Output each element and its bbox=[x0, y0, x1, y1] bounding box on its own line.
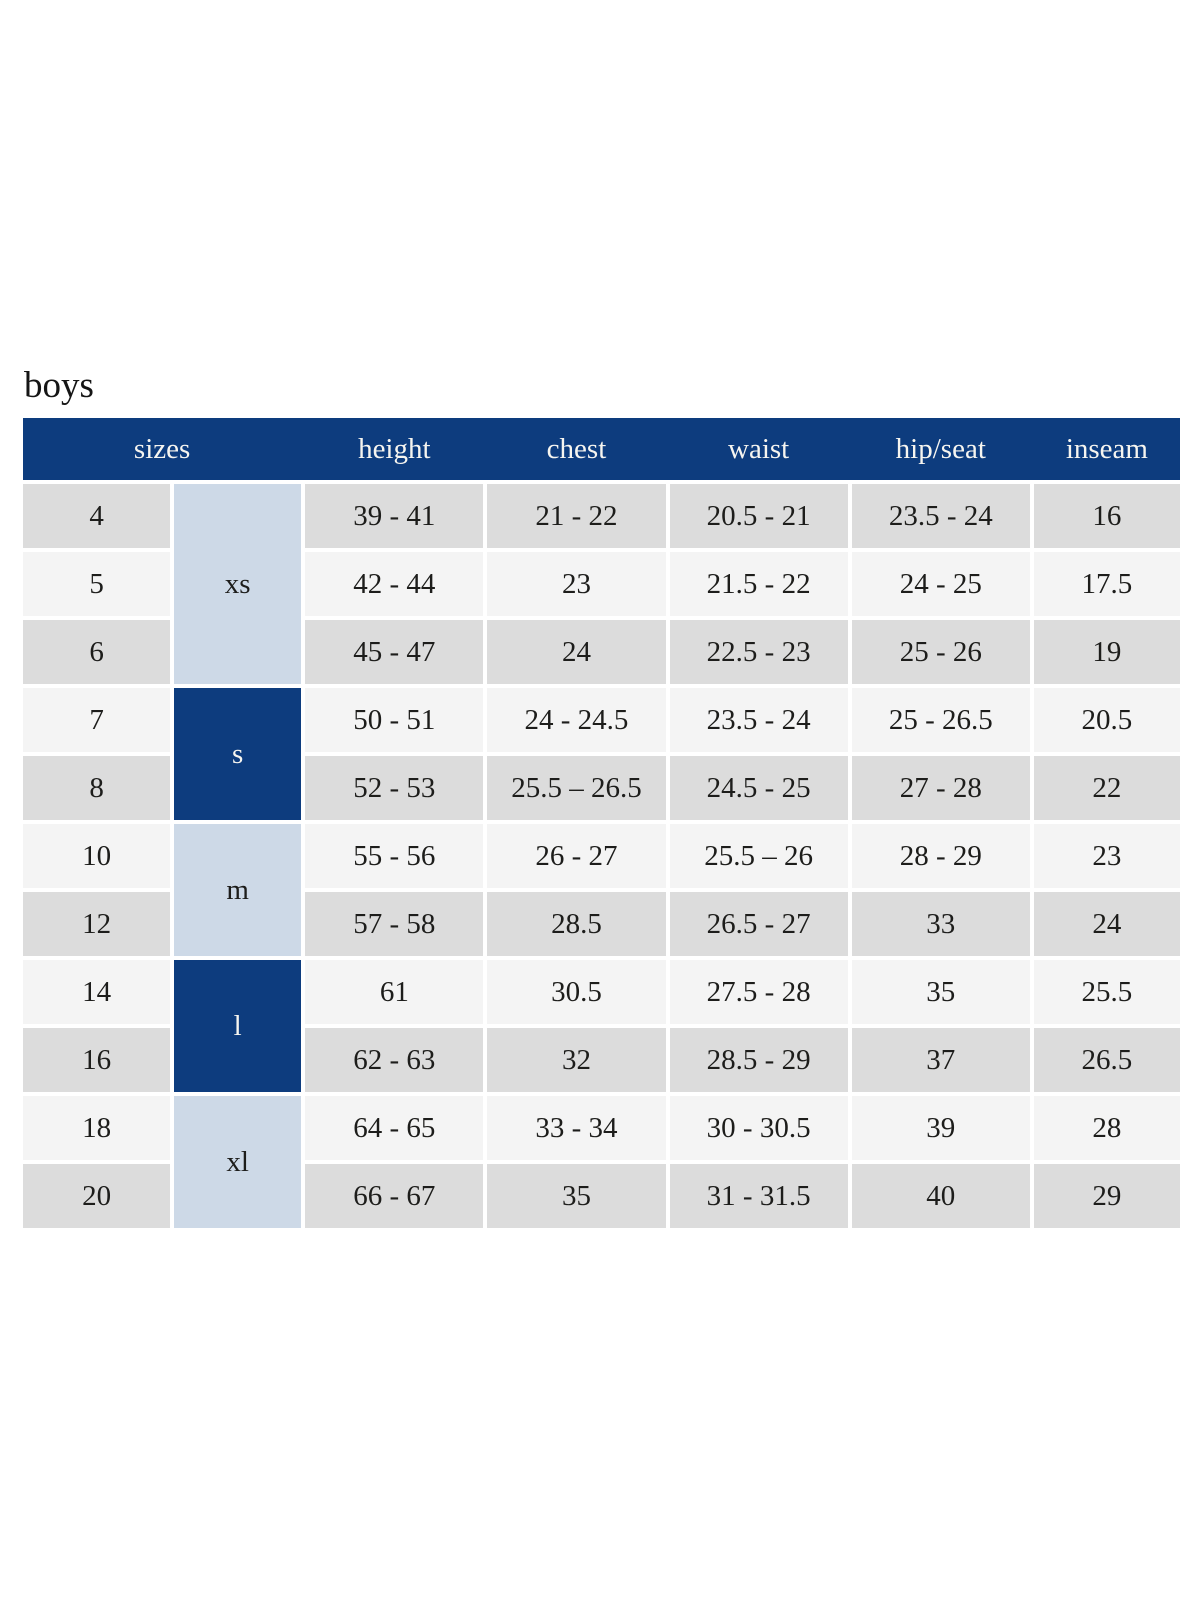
hip-seat-cell: 28 - 29 bbox=[851, 824, 1030, 889]
size-group-cell-xs: xs bbox=[174, 484, 302, 685]
table-header-row: sizes height chest waist hip/seat inseam bbox=[23, 418, 1180, 481]
size-cell: 4 bbox=[23, 484, 171, 549]
waist-cell: 22.5 - 23 bbox=[669, 620, 848, 685]
waist-cell: 25.5 – 26 bbox=[669, 824, 848, 889]
hip-seat-cell: 35 bbox=[851, 960, 1030, 1025]
size-group-cell-l: l bbox=[174, 960, 302, 1093]
table-body: 4 xs 39 - 41 21 - 22 20.5 - 21 23.5 - 24 16 5 42… bbox=[23, 484, 1180, 1229]
waist-cell: 27.5 - 28 bbox=[669, 960, 848, 1025]
inseam-cell: 19 bbox=[1033, 620, 1180, 685]
chest-cell: 23 bbox=[487, 552, 666, 617]
page-title: boys bbox=[24, 365, 94, 406]
height-cell: 52 - 53 bbox=[305, 756, 484, 821]
size-cell: 16 bbox=[23, 1028, 171, 1093]
hip-seat-cell: 24 - 25 bbox=[851, 552, 1030, 617]
chest-cell: 33 - 34 bbox=[487, 1096, 666, 1161]
chest-cell: 30.5 bbox=[487, 960, 666, 1025]
chest-cell: 25.5 – 26.5 bbox=[487, 756, 666, 821]
height-cell: 42 - 44 bbox=[305, 552, 484, 617]
height-cell: 64 - 65 bbox=[305, 1096, 484, 1161]
chest-cell: 24 - 24.5 bbox=[487, 688, 666, 753]
chest-cell: 21 - 22 bbox=[487, 484, 666, 549]
inseam-cell: 28 bbox=[1033, 1096, 1180, 1161]
chest-cell: 26 - 27 bbox=[487, 824, 666, 889]
hip-seat-cell: 40 bbox=[851, 1164, 1030, 1229]
hip-seat-cell: 37 bbox=[851, 1028, 1030, 1093]
inseam-cell: 29 bbox=[1033, 1164, 1180, 1229]
waist-cell: 31 - 31.5 bbox=[669, 1164, 848, 1229]
size-cell: 18 bbox=[23, 1096, 171, 1161]
size-group-cell-s: s bbox=[174, 688, 302, 821]
size-cell: 20 bbox=[23, 1164, 171, 1229]
boys-size-table: sizes height chest waist hip/seat inseam… bbox=[23, 418, 1180, 1229]
chest-cell: 35 bbox=[487, 1164, 666, 1229]
column-header-height: height bbox=[358, 432, 431, 465]
hip-seat-cell: 27 - 28 bbox=[851, 756, 1030, 821]
waist-cell: 30 - 30.5 bbox=[669, 1096, 848, 1161]
waist-cell: 26.5 - 27 bbox=[669, 892, 848, 957]
hip-seat-cell: 23.5 - 24 bbox=[851, 484, 1030, 549]
column-header-sizes: sizes bbox=[133, 432, 191, 465]
inseam-cell: 25.5 bbox=[1033, 960, 1180, 1025]
hip-seat-cell: 25 - 26 bbox=[851, 620, 1030, 685]
size-cell: 14 bbox=[23, 960, 171, 1025]
column-header-chest: chest bbox=[546, 432, 607, 465]
height-cell: 61 bbox=[305, 960, 484, 1025]
size-cell: 5 bbox=[23, 552, 171, 617]
column-header-hip-seat: hip/seat bbox=[895, 432, 986, 465]
hip-seat-cell: 39 bbox=[851, 1096, 1030, 1161]
hip-seat-cell: 25 - 26.5 bbox=[851, 688, 1030, 753]
chest-cell: 24 bbox=[487, 620, 666, 685]
size-cell: 8 bbox=[23, 756, 171, 821]
inseam-cell: 22 bbox=[1033, 756, 1180, 821]
inseam-cell: 16 bbox=[1033, 484, 1180, 549]
inseam-cell: 23 bbox=[1033, 824, 1180, 889]
waist-cell: 20.5 - 21 bbox=[669, 484, 848, 549]
hip-seat-cell: 33 bbox=[851, 892, 1030, 957]
height-cell: 45 - 47 bbox=[305, 620, 484, 685]
size-cell: 12 bbox=[23, 892, 171, 957]
size-cell: 10 bbox=[23, 824, 171, 889]
inseam-cell: 17.5 bbox=[1033, 552, 1180, 617]
height-cell: 39 - 41 bbox=[305, 484, 484, 549]
waist-cell: 28.5 - 29 bbox=[669, 1028, 848, 1093]
size-group-cell-m: m bbox=[174, 824, 302, 957]
height-cell: 50 - 51 bbox=[305, 688, 484, 753]
size-cell: 6 bbox=[23, 620, 171, 685]
height-cell: 66 - 67 bbox=[305, 1164, 484, 1229]
height-cell: 57 - 58 bbox=[305, 892, 484, 957]
column-header-inseam: inseam bbox=[1065, 432, 1148, 465]
height-cell: 55 - 56 bbox=[305, 824, 484, 889]
chest-cell: 32 bbox=[487, 1028, 666, 1093]
height-cell: 62 - 63 bbox=[305, 1028, 484, 1093]
column-header-waist: waist bbox=[728, 432, 790, 465]
chest-cell: 28.5 bbox=[487, 892, 666, 957]
inseam-cell: 20.5 bbox=[1033, 688, 1180, 753]
waist-cell: 23.5 - 24 bbox=[669, 688, 848, 753]
size-guide-section: boys sizes height chest waist hip/seat i… bbox=[23, 362, 1180, 1229]
size-cell: 7 bbox=[23, 688, 171, 753]
inseam-cell: 26.5 bbox=[1033, 1028, 1180, 1093]
waist-cell: 24.5 - 25 bbox=[669, 756, 848, 821]
inseam-cell: 24 bbox=[1033, 892, 1180, 957]
waist-cell: 21.5 - 22 bbox=[669, 552, 848, 617]
size-group-cell-xl: xl bbox=[174, 1096, 302, 1229]
